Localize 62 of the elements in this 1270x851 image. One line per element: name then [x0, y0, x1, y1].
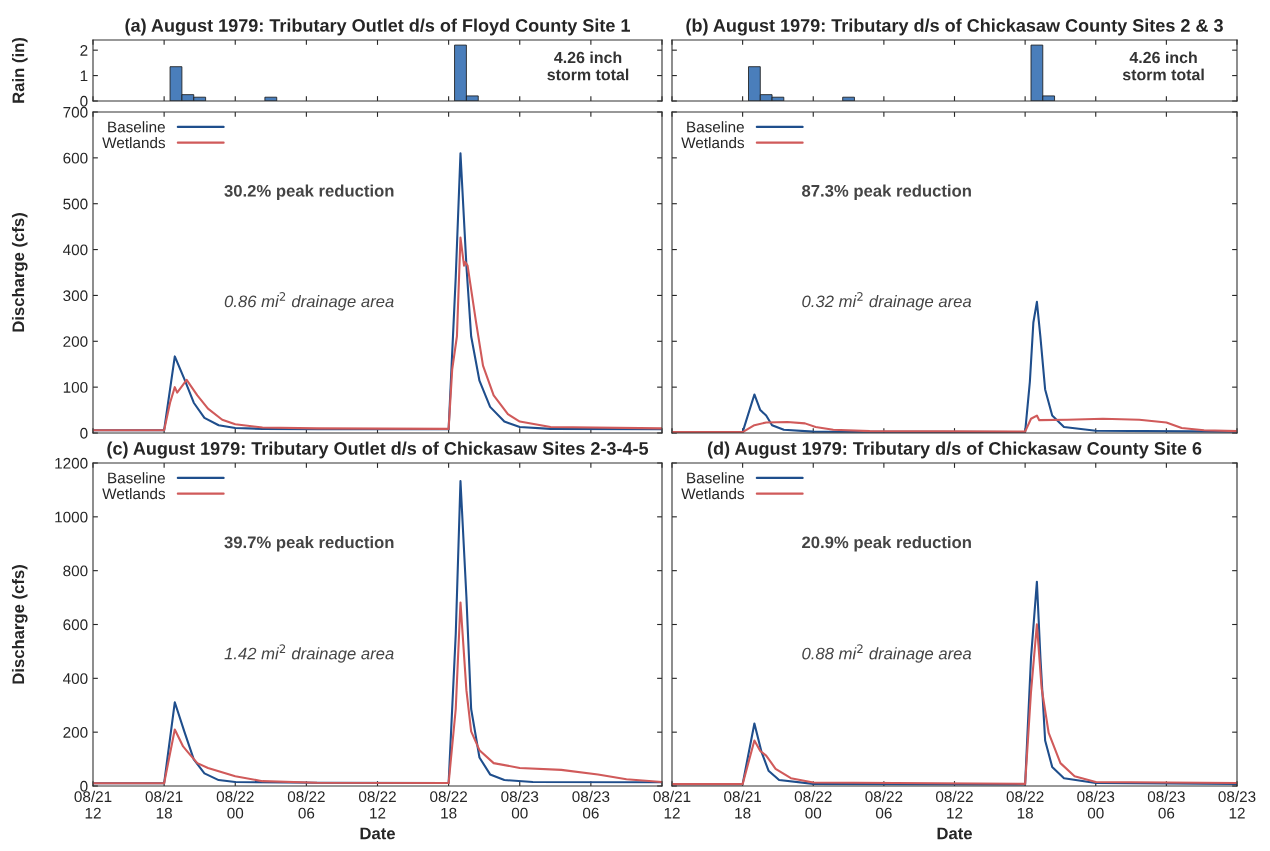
x-axis-title: Date	[937, 827, 972, 840]
x-tick-label: 08/22 06	[865, 790, 903, 819]
annotation: 87.3% peak reduction	[802, 184, 971, 201]
annotation: 0.88 mi$^{2}$ drainage area	[802, 644, 972, 663]
chart-title: (a) August 1979: Tributary Outlet d/s of Floyd County Site 1	[125, 18, 630, 36]
legend-label: Wetlands	[102, 136, 166, 149]
y-tick-label: 100	[63, 382, 88, 393]
x-tick-label: 08/23 12	[1218, 790, 1256, 819]
y-tick-label: 200	[63, 336, 88, 347]
legend-label: Baseline	[108, 121, 165, 133]
x-tick-label: 08/22 18	[430, 790, 467, 819]
y-tick-label: 1	[80, 70, 88, 82]
annotation: 30.2% peak reduction	[224, 184, 394, 201]
y-tick-label: 0	[80, 427, 88, 439]
annotation: 4.26 inch storm total	[1122, 51, 1204, 81]
x-tick-label: 08/22 12	[358, 790, 396, 819]
y-tick-label: 400	[63, 244, 88, 256]
y-tick-label: 500	[63, 198, 88, 210]
annotation: 0.86 mi$^{2}$ drainage area	[224, 292, 394, 311]
y-tick-label: 600	[63, 152, 88, 164]
y-tick-label: 700	[63, 106, 88, 118]
x-tick-label: 08/21 12	[653, 790, 691, 819]
y-tick-label: 0	[80, 780, 88, 792]
x-axis-title: Date	[360, 827, 395, 840]
annotation: 4.26 inch storm total	[547, 51, 629, 81]
y-tick-label: 0	[80, 95, 88, 107]
legend-label: Baseline	[687, 472, 744, 484]
chart-title: (d) August 1979: Tributary d/s of Chickasaw County Site 6	[707, 441, 1202, 459]
y-tick-label: 200	[63, 727, 88, 738]
y-tick-label: 300	[63, 290, 88, 302]
chart-title: (c) August 1979: Tributary Outlet d/s of Chickasaw Sites 2-3-4-5	[107, 441, 649, 459]
legend-label: Baseline	[108, 472, 165, 484]
chart-title: (b) August 1979: Tributary d/s of Chickasaw County Sites 2 & 3	[686, 18, 1223, 36]
y-tick-label: 600	[63, 619, 88, 631]
x-tick-label: 08/21 12	[74, 790, 112, 819]
y-axis-title: Rain (in)	[12, 38, 28, 103]
y-axis-title: Discharge (cfs)	[11, 565, 28, 684]
annotation: 39.7% peak reduction	[224, 535, 394, 552]
x-tick-label: 08/23 06	[1147, 790, 1185, 819]
y-tick-label: 2	[80, 45, 88, 56]
x-tick-label: 08/22 00	[794, 790, 832, 819]
legend-label: Wetlands	[102, 487, 166, 500]
x-tick-label: 08/23 06	[572, 790, 610, 819]
y-tick-label: 1200	[55, 457, 88, 469]
legend-label: Wetlands	[681, 136, 745, 149]
y-tick-label: 800	[63, 565, 88, 577]
x-tick-label: 08/23 00	[501, 790, 539, 819]
y-tick-label: 400	[63, 673, 88, 685]
annotation: 1.42 mi$^{2}$ drainage area	[224, 644, 394, 663]
x-tick-label: 08/22 18	[1006, 790, 1044, 819]
x-tick-label: 08/21 18	[724, 790, 761, 819]
x-tick-label: 08/22 12	[935, 790, 973, 819]
y-axis-title: Discharge (cfs)	[11, 213, 28, 332]
x-tick-label: 08/22 06	[287, 790, 325, 819]
y-tick-label: 1000	[55, 511, 88, 523]
x-tick-label: 08/23 00	[1077, 790, 1115, 819]
x-tick-label: 08/21 18	[145, 790, 183, 819]
annotation: 20.9% peak reduction	[802, 535, 971, 552]
x-tick-label: 08/22 00	[216, 790, 254, 819]
annotation: 0.32 mi$^{2}$ drainage area	[802, 292, 972, 311]
legend-label: Baseline	[687, 121, 744, 133]
legend-label: Wetlands	[681, 487, 745, 500]
